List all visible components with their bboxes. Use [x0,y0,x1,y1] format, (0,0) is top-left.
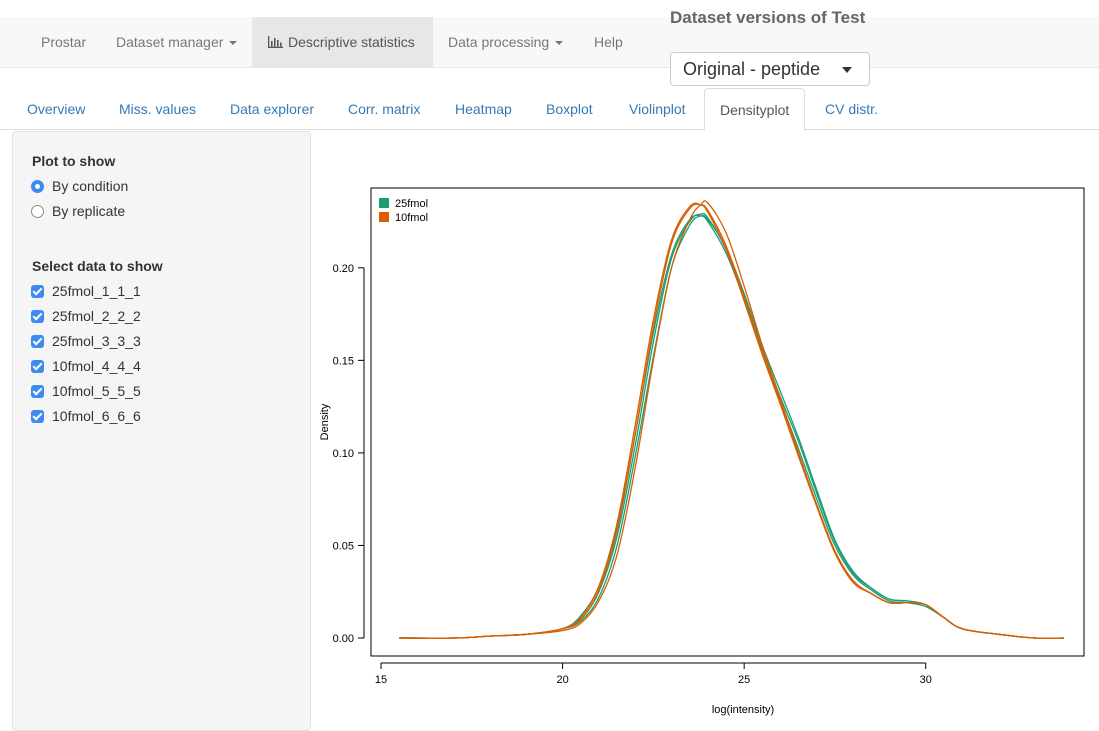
checkbox-sample-3[interactable]: 25fmol_3_3_3 [31,331,141,351]
brand-prostar[interactable]: Prostar [41,34,87,50]
tab-overview[interactable]: Overview [27,101,86,117]
plot-frame [370,187,1085,657]
x-tick-label: 30 [920,674,932,686]
tab-boxplot[interactable]: Boxplot [546,101,593,117]
tab-miss-values[interactable]: Miss. values [119,101,197,117]
tab-data-explorer[interactable]: Data explorer [230,101,315,117]
checkbox-label: 10fmol_5_5_5 [52,383,141,399]
axes-layer: 15 20 25 30 0.00 0.05 0.10 0.15 0.20 [333,263,932,686]
radio-by-replicate[interactable]: By replicate [31,201,125,221]
select-data-heading: Select data to show [32,258,163,274]
checkbox-sample-2[interactable]: 25fmol_2_2_2 [31,306,141,326]
tab-violinplot[interactable]: Violinplot [629,101,686,117]
tab-densityplot[interactable]: Densityplot [704,88,806,131]
checkbox-label: 25fmol_1_1_1 [52,283,141,299]
y-tick-label: 0.15 [333,355,354,367]
x-axis-label: log(intensity) [712,704,774,716]
series-layer [399,200,1064,639]
chevron-down-icon [555,41,564,46]
radio-selected-icon[interactable] [31,180,44,193]
chevron-down-icon [842,67,852,73]
checkbox-label: 25fmol_3_3_3 [52,333,141,349]
checkbox-checked-icon[interactable] [31,285,44,298]
y-tick-label: 0.05 [333,540,354,552]
nav-descriptive-statistics[interactable]: Descriptive statistics [252,17,433,67]
density-line-10fmol-4 [399,202,1064,639]
nav-data-processing-label: Data processing [448,34,550,50]
dataset-versions-label: Dataset versions of Test [670,8,866,27]
checkbox-checked-icon[interactable] [31,410,44,423]
density-line-10fmol-6 [399,200,1064,639]
checkbox-label: 10fmol_4_4_4 [52,358,141,374]
density-line-25fmol-3 [399,214,1064,639]
y-tick-label: 0.00 [333,633,354,645]
checkbox-label: 10fmol_6_6_6 [52,408,141,424]
legend-label-10fmol: 10fmol [395,212,428,224]
checkbox-sample-1[interactable]: 25fmol_1_1_1 [31,281,141,301]
x-tick-label: 25 [738,674,750,686]
checkbox-label: 25fmol_2_2_2 [52,308,141,324]
nav-dataset-manager[interactable]: Dataset manager [116,17,238,67]
y-axis-label: Density [319,403,331,440]
checkbox-sample-4[interactable]: 10fmol_4_4_4 [31,356,141,376]
radio-by-condition-label: By condition [52,178,129,194]
density-plot: 15 20 25 30 0.00 0.05 0.10 0.15 0.20 25fmol 10fm… [319,187,1085,716]
y-tick-label: 0.20 [333,263,354,275]
nav-data-processing[interactable]: Data processing [448,17,564,67]
nav-descriptive-statistics-label: Descriptive statistics [288,34,415,50]
plot-to-show-heading: Plot to show [32,153,116,169]
checkbox-checked-icon[interactable] [31,335,44,348]
top-navbar: Prostar Dataset manager Descriptive stat… [0,17,1099,68]
chart-legend: 25fmol 10fmol [379,198,428,224]
checkbox-sample-5[interactable]: 10fmol_5_5_5 [31,381,141,401]
density-line-10fmol-5 [399,203,1064,639]
density-line-25fmol-1 [399,214,1064,639]
tab-heatmap[interactable]: Heatmap [455,101,512,117]
density-line-25fmol-2 [399,212,1064,639]
x-tick-label: 20 [556,674,568,686]
tab-cv-distr[interactable]: CV distr. [825,101,878,117]
radio-unselected-icon[interactable] [31,205,44,218]
stats-tabs: Overview Miss. values Data explorer Corr… [0,88,1099,131]
nav-help[interactable]: Help [594,34,623,50]
checkbox-checked-icon[interactable] [31,385,44,398]
checkbox-sample-6[interactable]: 10fmol_6_6_6 [31,406,141,426]
radio-by-replicate-label: By replicate [52,203,126,219]
checkbox-checked-icon[interactable] [31,310,44,323]
radio-by-condition[interactable]: By condition [31,176,128,196]
y-tick-label: 0.10 [333,448,354,460]
chevron-down-icon [229,41,238,46]
bar-chart-icon [268,36,283,48]
legend-swatch-10fmol [379,212,389,222]
sidebar-panel: Plot to show By condition By replicate S… [12,131,311,731]
legend-swatch-25fmol [379,198,389,208]
nav-dataset-manager-label: Dataset manager [116,34,224,50]
dataset-version-select[interactable]: Original - peptide [670,52,870,86]
checkbox-checked-icon[interactable] [31,360,44,373]
tab-corr-matrix[interactable]: Corr. matrix [348,101,421,117]
x-tick-label: 15 [375,674,387,686]
legend-label-25fmol: 25fmol [395,198,428,210]
dataset-version-value: Original - peptide [683,59,821,79]
